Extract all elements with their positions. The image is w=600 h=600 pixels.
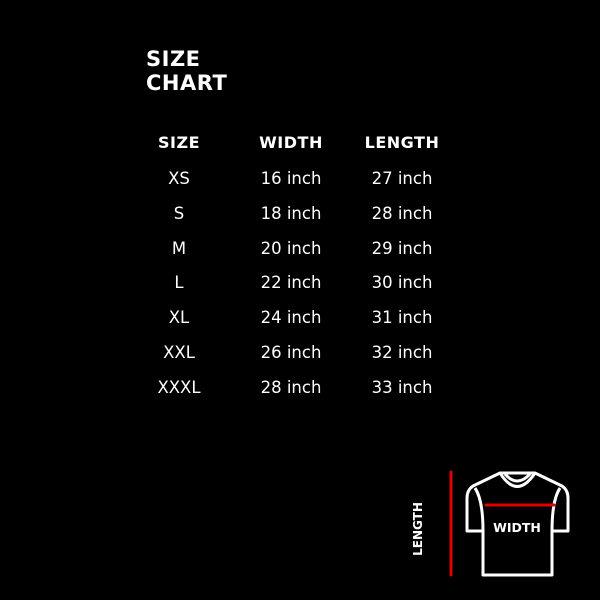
title-line-1: SIZE — [146, 47, 201, 71]
cell-width: 24 inch — [260, 308, 322, 328]
cell-size: XXL — [163, 343, 195, 362]
header-length: LENGTH — [364, 133, 440, 152]
t-shirt-icon — [465, 471, 570, 577]
cell-size: S — [173, 203, 185, 223]
cell-size: XS — [168, 169, 190, 188]
cell-length: 33 inch — [371, 377, 433, 397]
page-title: SIZE CHART — [146, 47, 227, 95]
width-label: WIDTH — [493, 520, 541, 535]
cell-length: 27 inch — [371, 169, 433, 188]
cell-length: 28 inch — [371, 203, 433, 223]
cell-size: XXXL — [157, 377, 201, 397]
cell-width: 18 inch — [260, 203, 322, 223]
cell-width: 20 inch — [260, 238, 322, 258]
cell-length: 31 inch — [371, 308, 433, 328]
cell-width: 22 inch — [260, 273, 322, 293]
cell-length: 32 inch — [371, 343, 433, 362]
cell-size: M — [171, 238, 187, 258]
title-line-2: CHART — [146, 71, 228, 95]
header-width: WIDTH — [259, 133, 323, 152]
cell-length: 30 inch — [371, 273, 433, 293]
cell-width: 16 inch — [260, 169, 322, 188]
cell-size: L — [174, 273, 184, 293]
cell-size: XL — [168, 308, 190, 328]
cell-length: 29 inch — [371, 238, 433, 258]
cell-width: 26 inch — [260, 343, 322, 362]
header-size: SIZE — [157, 133, 200, 152]
length-label: LENGTH — [411, 502, 425, 556]
cell-width: 28 inch — [260, 377, 322, 397]
